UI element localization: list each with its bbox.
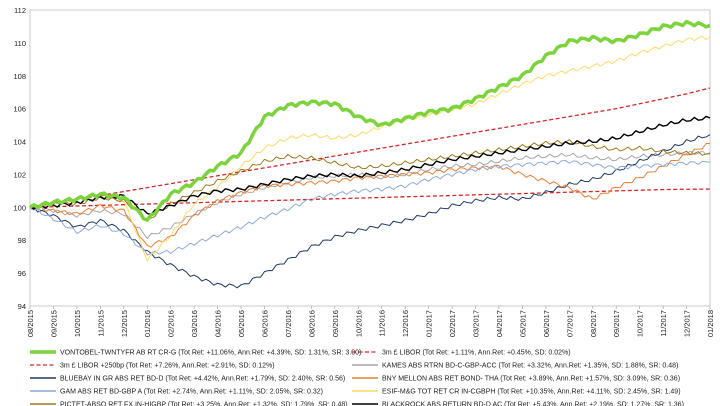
y-tick-label: 104 [13, 138, 26, 147]
y-tick-label: 102 [13, 170, 26, 179]
x-tick-label: 12/2017 [683, 310, 692, 337]
x-tick-label: 02/2016 [167, 310, 176, 337]
series-line-3 [29, 150, 711, 240]
y-tick-label: 110 [14, 39, 26, 48]
legend-label: GAM ABS RET BD-GBP A (Tot Ret: +2.74%, A… [60, 389, 323, 396]
series-line-9 [29, 115, 711, 216]
x-tick-label: 08/2016 [307, 310, 316, 337]
y-tick-label: 108 [13, 72, 26, 81]
x-tick-label: 04/2017 [495, 310, 504, 337]
x-tick-label: 12/2016 [401, 310, 410, 337]
legend-label: BLACKROCK ABS RETURN BD-D AC (Tot Ret: +… [382, 402, 684, 406]
x-tick-label: 01/2016 [143, 310, 152, 337]
series-line-5 [29, 142, 711, 248]
x-tick-label: 05/2017 [518, 310, 527, 337]
x-tick-label: 08/2017 [589, 310, 598, 337]
legend-label: BNY MELLON ABS RET BOND- THA (Tot Ret: +… [382, 376, 680, 383]
legend-label: PICTET-ABSO RET FX IN-HIGBP (Tot Ret: +3… [60, 402, 348, 406]
x-tick-label: 03/2017 [472, 310, 481, 337]
x-tick-label: 01/2018 [706, 310, 715, 337]
series-line-1 [29, 188, 711, 208]
x-tick-label: 08/2015 [26, 310, 35, 337]
y-tick-label: 96 [18, 269, 26, 278]
legend-label: KAMES ABS RTRN BD-C-GBP-ACC (Tot Ret: +3… [382, 363, 678, 370]
x-tick-label: 05/2016 [237, 310, 246, 337]
x-tick-label: 09/2015 [49, 310, 58, 337]
x-tick-label: 11/2016 [378, 310, 387, 337]
x-tick-label: 09/2016 [331, 310, 340, 337]
legend-label: VONTOBEL-TWNTYFR AB RT CR-G (Tot Ret: +1… [60, 350, 361, 357]
x-tick-label: 04/2016 [214, 310, 223, 337]
x-tick-label: 10/2017 [636, 310, 645, 337]
series-line-2 [29, 87, 711, 208]
series-line-7 [29, 36, 711, 262]
legend-label: 3m £ LIBOR +250bp (Tot Ret: +7.26%, Ann.… [60, 363, 275, 370]
y-tick-label: 106 [13, 105, 26, 114]
legend-label: 3m £ LIBOR (Tot Ret: +1.11%, Ann.Ret: +0… [382, 350, 571, 357]
legend-label: BLUEBAY IN GR ABS RET BD-D (Tot Ret: +4.… [60, 376, 345, 383]
x-tick-label: 02/2017 [448, 310, 457, 337]
x-tick-label: 07/2017 [565, 310, 574, 337]
plot-area [29, 9, 711, 307]
x-tick-label: 01/2017 [425, 310, 434, 337]
x-tick-label: 11/2017 [659, 310, 668, 337]
y-tick-label: 94 [18, 302, 26, 311]
x-tick-label: 03/2016 [190, 310, 199, 337]
y-tick-label: 112 [14, 6, 26, 15]
y-tick-label: 98 [18, 236, 26, 245]
x-tick-label: 10/2016 [354, 310, 363, 337]
x-tick-label: 11/2015 [96, 310, 105, 337]
x-tick-label: 10/2015 [73, 310, 82, 337]
series-line-6 [29, 160, 711, 256]
x-tick-label: 07/2016 [284, 310, 293, 337]
y-tick-label: 100 [13, 203, 26, 212]
x-tick-label: 06/2017 [542, 310, 551, 337]
series-line-0 [29, 19, 711, 222]
x-tick-label: 12/2015 [120, 310, 129, 337]
legend-label: ESIF-M&G TOT RET CR IN-CGBPH (Tot Ret: +… [382, 389, 681, 396]
x-tick-label: 09/2017 [612, 310, 621, 337]
x-tick-label: 06/2016 [260, 310, 269, 337]
